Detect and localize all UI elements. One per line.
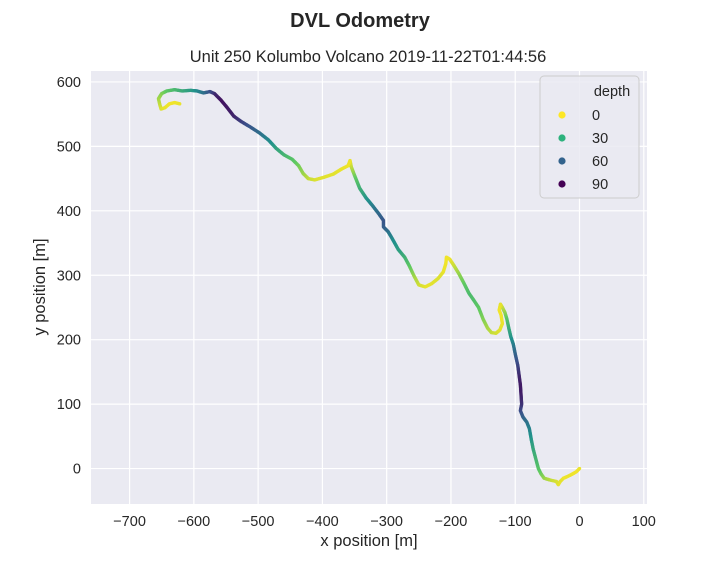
legend-label: 30 bbox=[592, 131, 608, 147]
figure-suptitle: DVL Odometry bbox=[290, 10, 431, 32]
legend-marker bbox=[558, 180, 566, 188]
track-layer bbox=[156, 87, 582, 487]
chart-title: Unit 250 Kolumbo Volcano 2019-11-22T01:4… bbox=[190, 48, 547, 66]
legend-frame bbox=[539, 75, 640, 199]
x-tick-label: −100 bbox=[499, 514, 532, 530]
x-tick-label: 0 bbox=[575, 514, 583, 530]
legend-label: 0 bbox=[592, 108, 600, 124]
legend-title: depth bbox=[594, 84, 630, 100]
y-tick-label: 600 bbox=[57, 75, 81, 91]
y-axis-label: y position [m] bbox=[31, 238, 49, 335]
y-tick-label: 300 bbox=[57, 268, 81, 284]
y-tick-label: 100 bbox=[57, 397, 81, 413]
x-tick-label: 100 bbox=[632, 514, 656, 530]
x-axis-label: x position [m] bbox=[320, 532, 417, 550]
legend-marker bbox=[558, 157, 566, 165]
x-tick-label: −300 bbox=[370, 514, 403, 530]
y-tick-label: 500 bbox=[57, 139, 81, 155]
x-tick-label: −700 bbox=[113, 514, 146, 530]
legend-marker bbox=[558, 111, 566, 119]
x-tick-label: −400 bbox=[306, 514, 339, 530]
x-tick-label: −200 bbox=[435, 514, 468, 530]
track-point bbox=[178, 102, 182, 106]
legend-label: 90 bbox=[592, 177, 608, 193]
x-tick-labels: −700 −600 −500 −400 −300 −200 −100 0 100 bbox=[113, 514, 656, 530]
legend-label: 60 bbox=[592, 154, 608, 170]
legend-marker bbox=[558, 134, 566, 142]
y-tick-label: 200 bbox=[57, 333, 81, 349]
y-tick-label: 400 bbox=[57, 204, 81, 220]
legend-entries: 0 30 60 90 bbox=[558, 108, 608, 193]
y-tick-label: 0 bbox=[73, 462, 81, 478]
x-tick-label: −600 bbox=[178, 514, 211, 530]
y-tick-labels: 0 100 200 300 400 500 600 bbox=[57, 75, 81, 478]
x-tick-label: −500 bbox=[242, 514, 275, 530]
legend: depth 0 30 60 90 bbox=[539, 75, 640, 199]
